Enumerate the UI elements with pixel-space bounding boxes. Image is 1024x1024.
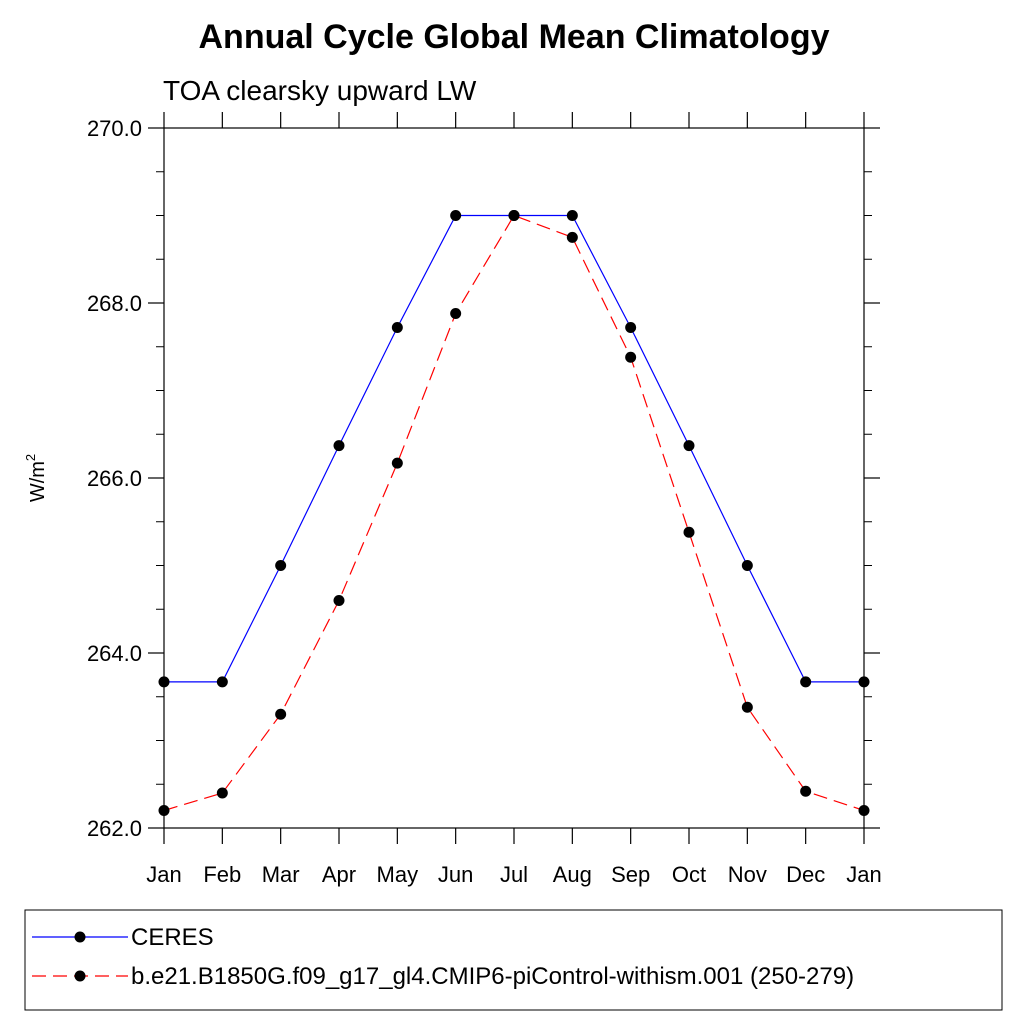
x-tick-labels: Jan Feb Mar Apr May Jun Jul Aug Sep Oct Nov Dec Jan [146, 862, 881, 887]
series-1-point [683, 440, 695, 452]
x-tick-label: Feb [203, 862, 241, 887]
legend-label: b.e21.B1850G.f09_g17_gl4.CMIP6-piControl… [131, 963, 854, 990]
series-1 [158, 210, 870, 688]
y-tick-label: 266.0 [87, 466, 142, 491]
y-tick-labels: 262.0 264.0 266.0 268.0 270.0 [87, 116, 142, 841]
legend-swatch-marker [74, 970, 86, 982]
series-2-point [800, 785, 812, 797]
x-tick-label: Jan [846, 862, 881, 887]
series-2-point [741, 701, 753, 713]
x-tick-label: May [377, 862, 419, 887]
series-2-point [450, 308, 462, 319]
series-1-point [333, 440, 345, 452]
chart-subtitle: TOA clearsky upward LW [163, 75, 477, 106]
series-1-point [741, 560, 753, 571]
y-axis-label-superscript: 2 [23, 454, 38, 461]
y-tick-label: 262.0 [87, 816, 142, 841]
svg-text:W/m2: W/m2 [23, 454, 49, 502]
series-2-point [566, 231, 578, 243]
series-2-point [625, 351, 637, 363]
series-1-point [800, 676, 812, 688]
series-2-point [158, 805, 170, 816]
x-tick-label: Apr [322, 862, 356, 887]
series-1-point [566, 210, 578, 221]
x-tick-label: Aug [553, 862, 592, 887]
y-tick-label: 270.0 [87, 116, 142, 141]
series-2 [158, 210, 870, 816]
series-2-point [275, 708, 287, 720]
legend-label: CERES [131, 924, 214, 951]
x-tick-label: Jul [500, 862, 528, 887]
series-layer [158, 210, 870, 816]
x-tick-label: Oct [672, 862, 706, 887]
y-tick-label: 264.0 [87, 641, 142, 666]
series-2-point [216, 787, 228, 799]
series-1-point [158, 676, 170, 688]
series-2-line [163, 214, 865, 812]
series-1-point [858, 676, 870, 688]
x-tick-label: Mar [262, 862, 300, 887]
x-tick-label: Dec [786, 862, 825, 887]
legend-item-2: b.e21.B1850G.f09_g17_gl4.CMIP6-piControl… [32, 963, 854, 990]
series-1-point [275, 560, 287, 571]
y-axis-label: W/m2 [23, 454, 49, 502]
legend-swatch-marker [74, 931, 86, 943]
series-1-point [450, 210, 462, 221]
legend-item-1: CERES [32, 924, 214, 951]
legend: CERES b.e21.B1850G.f09_g17_gl4.CMIP6-piCo… [32, 924, 854, 990]
x-tick-label: Jan [146, 862, 181, 887]
y-tick-label: 268.0 [87, 291, 142, 316]
axis-ticks [148, 112, 880, 844]
series-2-point [333, 595, 345, 606]
series-2-point [391, 457, 403, 469]
series-1-line [164, 214, 864, 683]
x-tick-label: Sep [611, 862, 650, 887]
y-axis-label-base: W/m [27, 461, 49, 502]
series-2-point [508, 210, 520, 221]
series-1-point [625, 322, 637, 333]
series-1-point [391, 322, 403, 333]
series-1-point [216, 676, 228, 688]
x-tick-label: Nov [728, 862, 767, 887]
legend-box [24, 909, 1003, 1011]
x-tick-label: Jun [438, 862, 473, 887]
chart-title: Annual Cycle Global Mean Climatology [199, 18, 830, 56]
series-2-point [858, 805, 870, 816]
series-2-point [683, 526, 695, 538]
